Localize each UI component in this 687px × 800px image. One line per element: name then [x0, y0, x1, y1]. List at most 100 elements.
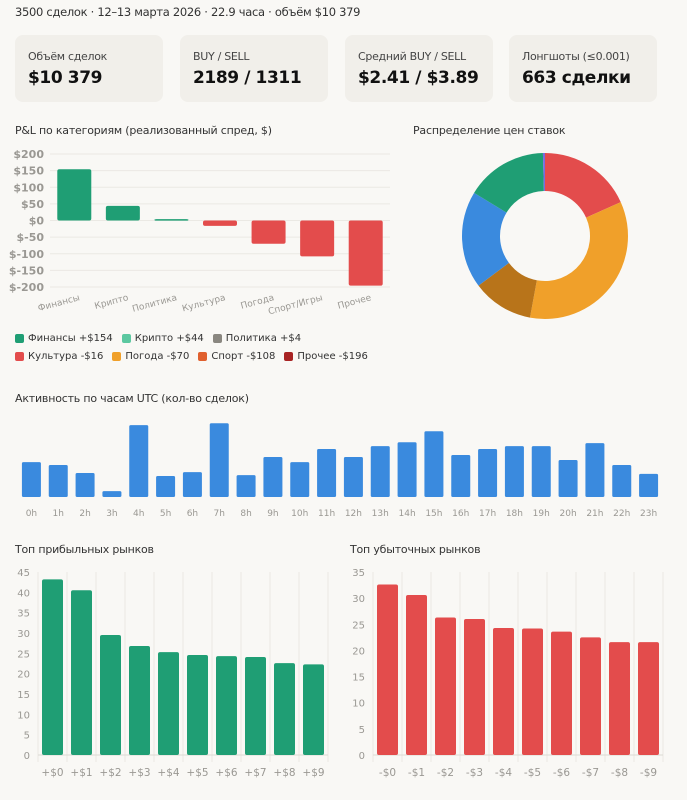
donut-slice: [545, 153, 621, 218]
legend-label: Культура -$16: [28, 351, 104, 362]
legend-item[interactable]: Культура -$16: [15, 351, 103, 362]
x-tick-label: +$8: [273, 767, 295, 779]
bar-+$5: [187, 654, 208, 755]
x-tick-label: 13h: [372, 509, 389, 519]
x-tick-label: 11h: [318, 509, 335, 519]
bar-+$3: [129, 646, 150, 755]
legend-swatch-icon: [284, 352, 294, 361]
x-tick-label: 10h: [291, 509, 308, 519]
y-tick-label: 0: [24, 751, 30, 762]
legend-item[interactable]: Погода -$70: [112, 351, 189, 362]
x-tick-label: +$0: [41, 767, 63, 779]
x-tick-label: 3h: [106, 509, 117, 519]
y-tick-label: $-50: [16, 231, 44, 244]
x-tick-label: +$4: [157, 767, 179, 779]
bar-Политика: [154, 219, 189, 221]
bar-Финансы: [57, 169, 92, 221]
legend-item[interactable]: Спорт -$108: [198, 351, 275, 362]
y-tick-label: 40: [17, 588, 30, 599]
x-tick-label: 8h: [240, 509, 251, 519]
bar-+$7: [245, 656, 266, 755]
x-tick-label: -$4: [495, 767, 512, 779]
legend-item[interactable]: Политика +$4: [212, 333, 301, 344]
x-tick-label: Финансы: [37, 293, 81, 314]
x-tick-label: 6h: [187, 509, 198, 519]
x-tick-label: Спорт/Игры: [267, 293, 324, 317]
x-tick-label: 2h: [79, 509, 90, 519]
y-tick-label: 30: [352, 594, 365, 605]
bar--$6: [551, 631, 572, 755]
bar--$0: [377, 584, 398, 755]
x-tick-label: -$8: [611, 767, 628, 779]
y-tick-label: 10: [352, 699, 365, 710]
bar-15h: [424, 431, 444, 497]
bar--$3: [464, 619, 485, 755]
x-tick-label: 22h: [613, 509, 630, 519]
x-tick-label: Прочее: [337, 293, 373, 312]
bar-21h: [585, 443, 605, 497]
x-tick-label: -$5: [524, 767, 541, 779]
hourly-activity-chart: 0h 1h 2h 3h 4h 5h 6h 7h 8h 9h 10h 11h 12h 13h 14h 15h 16…: [21, 423, 659, 519]
bar-Культура: [203, 220, 237, 226]
bar-19h: [531, 446, 551, 497]
legend-item[interactable]: Финансы +$154: [15, 333, 113, 344]
x-tick-label: 12h: [345, 509, 362, 519]
y-tick-label: $-100: [9, 248, 45, 261]
donut-slice: [478, 262, 537, 318]
x-tick-label: 7h: [214, 509, 225, 519]
x-tick-label: -$3: [466, 767, 483, 779]
x-tick-label: 15h: [425, 509, 442, 519]
y-tick-label: $200: [13, 148, 44, 161]
bar-1h: [48, 465, 68, 497]
legend-label: Прочее -$196: [297, 351, 368, 362]
y-tick-label: 35: [352, 568, 365, 579]
x-tick-label: 1h: [53, 509, 64, 519]
legend-label: Погода -$70: [125, 351, 190, 362]
donut-slice: [542, 153, 545, 192]
y-tick-label: 0: [359, 751, 365, 762]
bar-22h: [612, 465, 632, 497]
hourly-chart-title: Активность по часам UTC (кол-во сделок): [15, 392, 249, 405]
bar-+$2: [100, 635, 121, 755]
kpi-card-longshots: Лонгшоты (≤0.001) 663 сделки: [509, 35, 657, 102]
bar-23h: [639, 473, 659, 497]
bar-18h: [504, 446, 524, 497]
x-tick-label: -$0: [379, 767, 396, 779]
bar--$1: [406, 595, 427, 755]
legend-item[interactable]: Крипто +$44: [121, 333, 204, 344]
summary-header: 3500 сделок · 12–13 марта 2026 · 22.9 ча…: [15, 5, 361, 19]
x-tick-label: +$2: [99, 767, 121, 779]
x-tick-label: 16h: [452, 509, 469, 519]
legend-swatch-icon: [198, 352, 208, 361]
x-tick-label: 4h: [133, 509, 144, 519]
y-tick-label: 45: [17, 568, 30, 579]
y-tick-label: 30: [17, 629, 30, 640]
x-tick-label: -$7: [582, 767, 599, 779]
bar-6h: [182, 472, 202, 497]
bar-5h: [156, 475, 176, 497]
x-tick-label: -$9: [640, 767, 657, 779]
bar-+$0: [42, 579, 63, 755]
x-tick-label: 20h: [560, 509, 577, 519]
legend-swatch-icon: [15, 352, 24, 361]
bar--$2: [435, 617, 456, 755]
x-tick-label: Культура: [181, 293, 227, 314]
top-loss-chart: 35 30 25 20 15 10 5 0 -$0 -$1 -$2 -$3 -$4 -$5 -$6 -$7 -$…: [352, 568, 664, 779]
kpi-card-avg-buy-sell: Средний BUY / SELL $2.41 / $3.89: [345, 35, 493, 102]
kpi-label: Лонгшоты (≤0.001): [522, 50, 630, 63]
bar-13h: [370, 446, 390, 497]
bar-16h: [451, 454, 471, 497]
bar-+$8: [274, 663, 295, 755]
bar-+$4: [158, 652, 179, 755]
kpi-value: 2189 / 1311: [193, 68, 302, 88]
x-tick-label: 18h: [506, 509, 523, 519]
y-tick-label: $0: [29, 215, 45, 228]
x-tick-label: 9h: [267, 509, 278, 519]
price-distribution-donut: [462, 153, 628, 319]
legend-item[interactable]: Прочее -$196: [284, 351, 368, 362]
bar-+$9: [303, 664, 324, 755]
bar-3h: [102, 491, 122, 497]
x-tick-label: -$1: [408, 767, 425, 779]
x-tick-label: 5h: [160, 509, 171, 519]
y-tick-label: $100: [13, 181, 44, 194]
